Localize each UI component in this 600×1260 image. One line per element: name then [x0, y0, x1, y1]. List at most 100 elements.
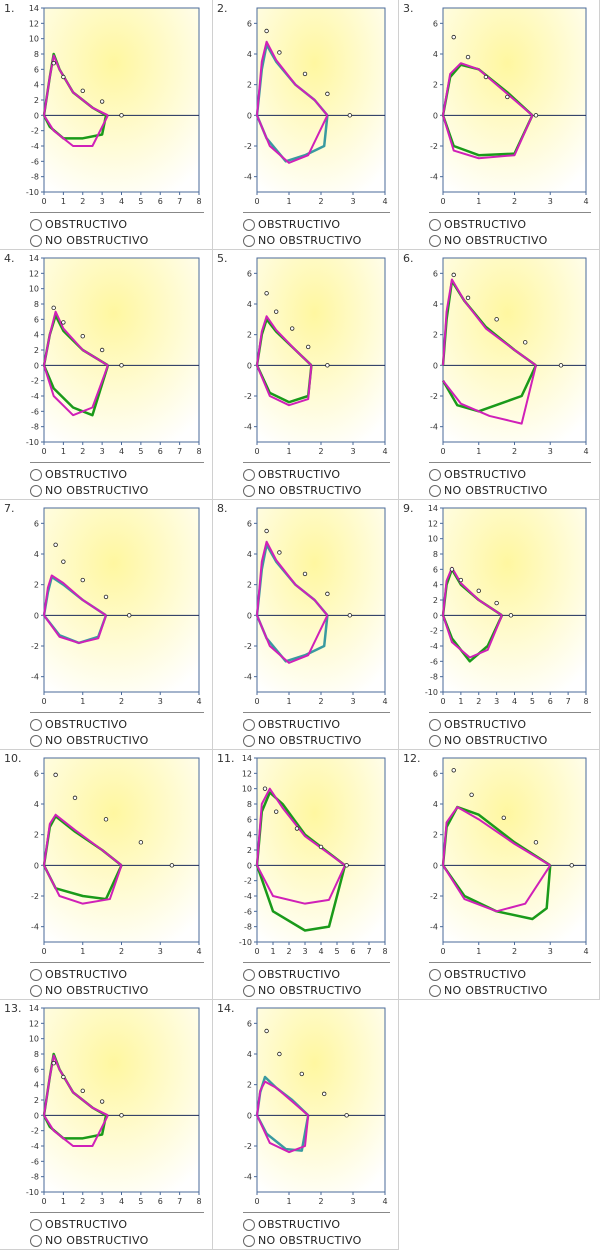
radio-button[interactable] — [243, 468, 255, 481]
option-obstructive[interactable]: OBSTRUCTIVO — [30, 218, 127, 231]
radio-button[interactable] — [30, 718, 42, 731]
radio-button[interactable] — [243, 234, 255, 247]
option-obstructive[interactable]: OBSTRUCTIVO — [243, 718, 340, 731]
radio-button[interactable] — [30, 234, 42, 247]
options-divider — [429, 712, 591, 713]
radio-button[interactable] — [30, 1218, 42, 1231]
radio-button[interactable] — [429, 484, 441, 497]
option-non-obstructive[interactable]: NO OBSTRUCTIVO — [429, 984, 548, 997]
option-non-obstructive[interactable]: NO OBSTRUCTIVO — [429, 734, 548, 747]
option-obstructive[interactable]: OBSTRUCTIVO — [30, 968, 127, 981]
y-tick-label: 8 — [34, 300, 39, 309]
option-non-obstructive[interactable]: NO OBSTRUCTIVO — [30, 984, 149, 997]
radio-button[interactable] — [429, 984, 441, 997]
options-divider — [30, 962, 204, 963]
predicted-point — [302, 71, 308, 77]
y-tick-label: -4 — [430, 173, 438, 182]
radio-button[interactable] — [243, 734, 255, 747]
option-non-obstructive[interactable]: NO OBSTRUCTIVO — [30, 484, 149, 497]
flow-volume-chart: 6 4 2 0 -2 -4 0 1 2 3 4 — [430, 757, 589, 956]
predicted-point — [119, 113, 124, 118]
y-tick-label: 0 — [247, 611, 252, 620]
x-tick-label: 6 — [158, 197, 163, 206]
x-tick-label: 2 — [512, 197, 517, 206]
option-non-obstructive[interactable]: NO OBSTRUCTIVO — [30, 234, 149, 247]
x-tick-label: 4 — [583, 947, 588, 956]
y-tick-label: 4 — [247, 831, 252, 840]
radio-button[interactable] — [30, 1234, 42, 1247]
predicted-point — [302, 571, 308, 577]
x-tick-label: 3 — [302, 947, 307, 956]
option-obstructive[interactable]: OBSTRUCTIVO — [429, 468, 526, 481]
radio-button[interactable] — [30, 984, 42, 997]
y-tick-label: 0 — [433, 611, 438, 620]
radio-button[interactable] — [30, 968, 42, 981]
option-non-obstructive[interactable]: NO OBSTRUCTIVO — [30, 1234, 149, 1247]
radio-button[interactable] — [429, 718, 441, 731]
radio-button[interactable] — [30, 218, 42, 231]
x-tick-label: 3 — [350, 1197, 355, 1206]
y-tick-label: -4 — [31, 142, 39, 151]
option-non-obstructive[interactable]: NO OBSTRUCTIVO — [243, 234, 362, 247]
y-tick-label: -8 — [31, 1173, 39, 1182]
option-non-obstructive[interactable]: NO OBSTRUCTIVO — [429, 484, 548, 497]
option-obstructive[interactable]: OBSTRUCTIVO — [243, 468, 340, 481]
option-obstructive[interactable]: OBSTRUCTIVO — [243, 1218, 340, 1231]
options-divider — [243, 1212, 390, 1213]
options-divider — [30, 712, 204, 713]
y-tick-label: -2 — [31, 127, 39, 136]
predicted-point — [277, 550, 282, 555]
y-tick-label: 2 — [433, 331, 438, 340]
radio-button[interactable] — [429, 218, 441, 231]
option-obstructive[interactable]: OBSTRUCTIVO — [429, 218, 526, 231]
radio-button[interactable] — [243, 218, 255, 231]
x-tick-label: 0 — [41, 947, 46, 956]
x-tick-label: 1 — [476, 447, 481, 456]
option-label: OBSTRUCTIVO — [258, 218, 341, 231]
radio-button[interactable] — [429, 468, 441, 481]
option-label: NO OBSTRUCTIVO — [258, 1234, 362, 1247]
x-tick-label: 4 — [382, 697, 387, 706]
option-label: OBSTRUCTIVO — [444, 468, 527, 481]
radio-button[interactable] — [429, 234, 441, 247]
x-tick-label: 3 — [158, 697, 163, 706]
option-obstructive[interactable]: OBSTRUCTIVO — [429, 718, 526, 731]
option-obstructive[interactable]: OBSTRUCTIVO — [243, 218, 340, 231]
radio-button[interactable] — [30, 734, 42, 747]
options-divider — [30, 462, 204, 463]
predicted-point — [103, 594, 109, 600]
radio-button[interactable] — [243, 1218, 255, 1231]
radio-button[interactable] — [243, 984, 255, 997]
option-non-obstructive[interactable]: NO OBSTRUCTIVO — [243, 484, 362, 497]
option-non-obstructive[interactable]: NO OBSTRUCTIVO — [243, 1234, 362, 1247]
option-non-obstructive[interactable]: NO OBSTRUCTIVO — [243, 734, 362, 747]
x-tick-label: 1 — [476, 947, 481, 956]
y-tick-label: 0 — [34, 111, 39, 120]
x-tick-label: 7 — [566, 697, 571, 706]
y-tick-label: -4 — [430, 642, 438, 651]
option-obstructive[interactable]: OBSTRUCTIVO — [429, 968, 526, 981]
option-obstructive[interactable]: OBSTRUCTIVO — [30, 468, 127, 481]
predicted-point — [53, 772, 58, 778]
radio-button[interactable] — [243, 1234, 255, 1247]
option-non-obstructive[interactable]: NO OBSTRUCTIVO — [243, 984, 362, 997]
option-obstructive[interactable]: OBSTRUCTIVO — [30, 1218, 127, 1231]
radio-button[interactable] — [243, 484, 255, 497]
radio-button[interactable] — [429, 968, 441, 981]
option-obstructive[interactable]: OBSTRUCTIVO — [30, 718, 127, 731]
option-non-obstructive[interactable]: NO OBSTRUCTIVO — [30, 734, 149, 747]
option-obstructive[interactable]: OBSTRUCTIVO — [243, 968, 340, 981]
predicted-point — [325, 91, 330, 97]
series-magenta-loop — [442, 806, 552, 913]
radio-button[interactable] — [243, 718, 255, 731]
y-tick-label: 8 — [34, 1050, 39, 1059]
radio-button[interactable] — [429, 734, 441, 747]
y-tick-label: -4 — [31, 1142, 39, 1151]
radio-button[interactable] — [30, 468, 42, 481]
predicted-point — [344, 863, 349, 868]
radio-button[interactable] — [30, 484, 42, 497]
radio-button[interactable] — [243, 968, 255, 981]
x-tick-label: 8 — [196, 197, 201, 206]
option-non-obstructive[interactable]: NO OBSTRUCTIVO — [429, 234, 548, 247]
exercise-number: 5. — [217, 252, 228, 265]
